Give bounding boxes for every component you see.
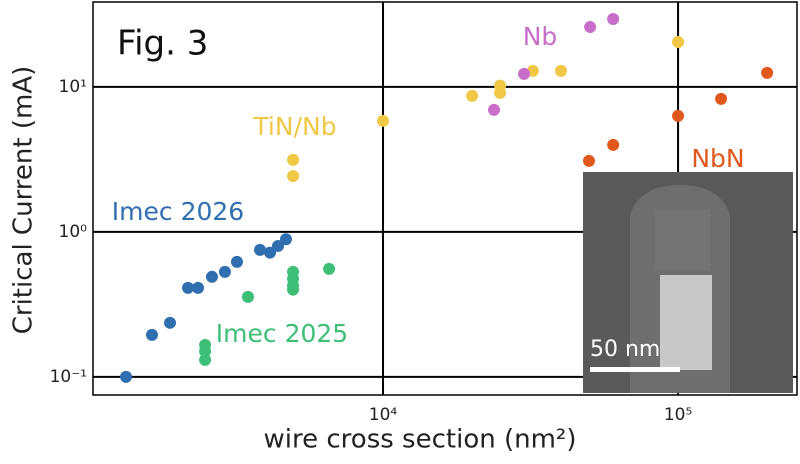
point: [164, 316, 177, 329]
marks: [120, 12, 774, 383]
point: [488, 103, 501, 116]
point: [191, 281, 204, 294]
point: [241, 290, 254, 303]
point: [205, 270, 218, 283]
y-tick-label: 10¹: [59, 77, 87, 97]
series-label: Imec 2025: [216, 319, 348, 348]
series-label: Nb: [523, 22, 558, 51]
point: [582, 154, 595, 167]
point: [377, 114, 390, 127]
point: [607, 138, 620, 151]
x-tick-label: 10⁴: [369, 405, 398, 425]
series-label: TiN/Nb: [252, 112, 336, 141]
point: [120, 370, 133, 383]
point: [199, 353, 212, 366]
point: [554, 64, 567, 77]
inset-wire: [660, 275, 712, 370]
point: [264, 246, 277, 259]
scale-bar: [590, 367, 680, 372]
point: [218, 265, 231, 278]
x-tick-label: 10⁵: [664, 405, 692, 425]
x-axis-label: wire cross section (nm²): [264, 425, 577, 455]
point: [145, 328, 158, 341]
point: [494, 79, 507, 92]
point: [230, 255, 243, 268]
point: [271, 239, 284, 252]
point: [279, 233, 292, 246]
point: [287, 283, 300, 296]
y-axis-label: Critical Current (mA): [9, 66, 39, 335]
point: [199, 345, 212, 358]
series-label: Imec 2026: [112, 197, 244, 226]
point: [287, 169, 300, 182]
point: [287, 153, 300, 166]
plot-frame: [92, 1, 798, 396]
point: [323, 262, 336, 275]
inset-shape: [655, 210, 710, 270]
point: [518, 67, 531, 80]
scale-label: 50 nm: [590, 337, 660, 362]
point: [466, 89, 479, 102]
point: [182, 281, 195, 294]
point: [761, 66, 774, 79]
point: [672, 109, 685, 122]
point: [584, 20, 597, 33]
point: [672, 35, 685, 48]
point: [607, 12, 620, 25]
inset: 50 nm: [583, 172, 793, 393]
point: [715, 92, 728, 105]
y-tick-label: 10⁰: [59, 222, 88, 242]
y-tick-label: 10⁻¹: [50, 367, 87, 387]
chart-title: Fig. 3: [117, 24, 208, 64]
series-label: NbN: [691, 144, 744, 173]
point: [254, 243, 267, 256]
